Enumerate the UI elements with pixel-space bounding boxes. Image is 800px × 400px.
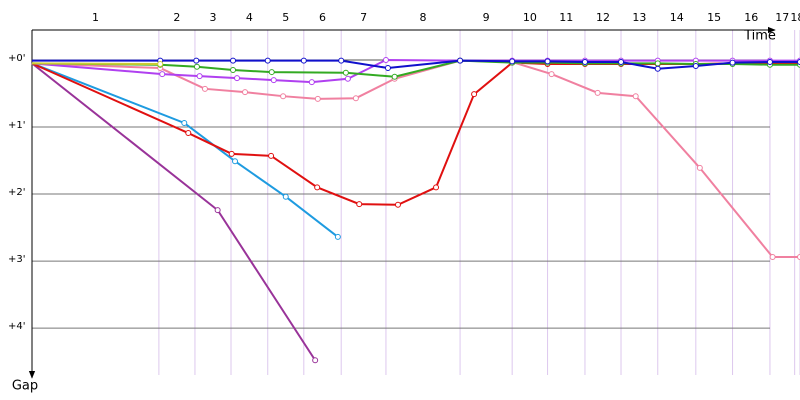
point: [384, 65, 391, 72]
lap-label: 6: [319, 11, 326, 24]
point: [581, 59, 588, 66]
point: [382, 57, 389, 63]
y-tick-label: +1': [8, 120, 26, 131]
point: [391, 73, 398, 80]
point: [280, 93, 287, 100]
point: [342, 69, 349, 76]
point: [471, 91, 478, 98]
series-line: [31, 59, 800, 259]
point: [654, 65, 661, 72]
point: [193, 63, 200, 70]
series-line: [31, 62, 316, 361]
y-tick-label: +3': [8, 254, 26, 265]
point: [181, 120, 188, 126]
grid: [32, 59, 770, 329]
point: [394, 201, 401, 208]
lap-label: 8: [420, 11, 427, 24]
lap-label: 15: [707, 11, 721, 24]
point: [268, 152, 275, 159]
lap-label: 2: [173, 11, 180, 24]
lap-label: 17: [775, 11, 789, 24]
point: [312, 357, 319, 364]
point: [797, 59, 800, 66]
point: [548, 71, 555, 78]
point: [232, 158, 239, 165]
series-line: [32, 59, 800, 70]
y-axis-title: Gap: [12, 379, 38, 394]
point: [797, 254, 800, 261]
lap-label: 7: [360, 11, 367, 24]
point: [234, 75, 241, 82]
point: [334, 233, 341, 240]
point: [766, 59, 773, 66]
point: [282, 193, 289, 200]
lap-label: 13: [632, 11, 646, 24]
point: [201, 85, 208, 92]
series: [31, 57, 800, 364]
lap-label: 14: [670, 11, 684, 24]
point: [230, 67, 237, 74]
point: [300, 57, 307, 64]
lap-label: 18: [790, 11, 800, 24]
point: [352, 95, 359, 102]
series-line: [31, 61, 800, 206]
point: [228, 150, 235, 157]
y-tick-label: +4': [8, 321, 26, 332]
point: [544, 58, 551, 65]
lap-label: 12: [596, 11, 610, 24]
point: [193, 57, 200, 64]
point: [314, 184, 321, 191]
point: [214, 207, 221, 214]
point: [270, 77, 277, 84]
lap-label: 16: [744, 11, 758, 24]
series-line: [31, 62, 339, 238]
point: [692, 63, 699, 70]
point: [268, 69, 275, 76]
lap-label: 3: [209, 11, 216, 24]
x-axis-title: Time: [743, 29, 776, 44]
point: [344, 75, 351, 82]
point: [159, 71, 166, 78]
point: [632, 93, 639, 100]
point: [242, 89, 249, 96]
point: [157, 61, 164, 68]
lap-lines: [158, 30, 800, 375]
point: [769, 254, 776, 261]
point: [314, 95, 321, 102]
lap-label: 4: [246, 11, 253, 24]
point: [696, 164, 703, 171]
point: [594, 89, 601, 96]
lap-label: 1: [92, 11, 99, 24]
point: [196, 73, 203, 80]
point: [433, 184, 440, 191]
point: [308, 79, 315, 86]
lap-label: 10: [523, 11, 537, 24]
point: [356, 201, 363, 208]
y-tick-label: +0': [8, 53, 26, 64]
lap-label: 5: [282, 11, 289, 24]
point: [654, 60, 661, 67]
point: [185, 130, 192, 137]
point: [338, 57, 345, 64]
point: [230, 57, 237, 64]
lap-label: 11: [559, 11, 573, 24]
point: [509, 58, 516, 65]
point: [457, 57, 464, 64]
point: [264, 57, 271, 64]
lap-label: 9: [483, 11, 490, 24]
y-tick-label: +2': [8, 187, 26, 198]
point: [729, 59, 736, 66]
series-line: [31, 62, 161, 66]
point: [618, 59, 625, 66]
